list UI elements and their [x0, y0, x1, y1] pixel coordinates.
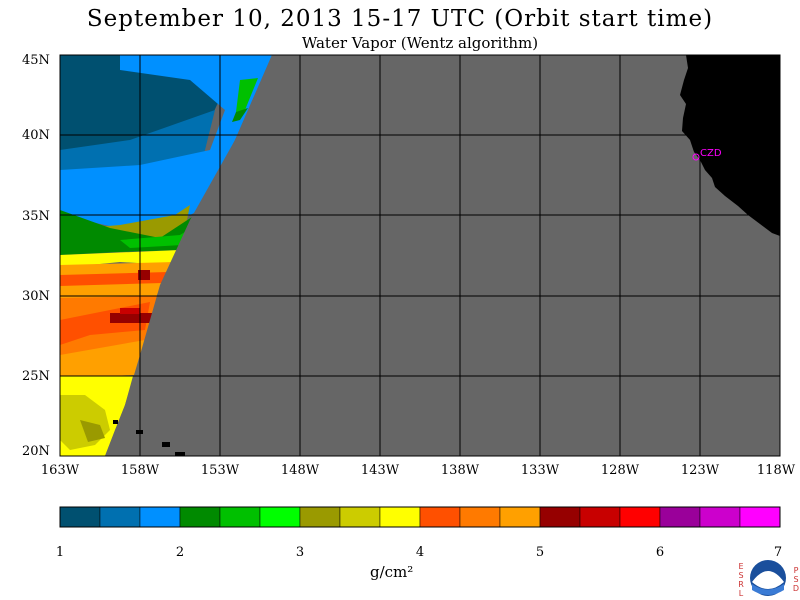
lon-label: 148W	[281, 463, 320, 478]
colorbar-swatch	[619, 506, 661, 528]
map-panel: CZD	[59, 54, 781, 457]
esrl-text: ESRL	[738, 562, 744, 598]
map-title: September 10, 2013 15-17 UTC (Orbit star…	[86, 6, 714, 32]
colorbar-swatch	[659, 506, 701, 528]
lon-label: 128W	[601, 463, 640, 478]
colorbar-tick-label: 5	[536, 545, 544, 560]
map-subtitle: Water Vapor (Wentz algorithm)	[301, 34, 539, 52]
lon-labels: 163W 158W 153W 148W 143W 138W 133W 128W …	[41, 463, 796, 478]
colorbar-swatch	[59, 506, 101, 528]
lat-label: 20N	[22, 444, 50, 459]
colorbar-swatch	[739, 506, 781, 528]
colorbar-swatch	[299, 506, 341, 528]
colorbar-swatch	[419, 506, 461, 528]
colorbar-swatch	[699, 506, 741, 528]
lon-label: 143W	[361, 463, 400, 478]
colorbar-frame	[59, 506, 781, 528]
colorbar-swatch	[379, 506, 421, 528]
colorbar	[59, 506, 781, 528]
north-america-land	[680, 55, 780, 236]
colorbar-tick-label: 6	[656, 545, 664, 560]
lat-label: 30N	[22, 289, 50, 304]
lat-lon-grid	[60, 55, 780, 456]
colorbar-swatch	[179, 506, 221, 528]
lat-label: 25N	[22, 369, 50, 384]
lat-labels: 45N 40N 35N 30N 25N 20N	[22, 53, 50, 459]
station-label: CZD	[700, 148, 722, 159]
colorbar-tick-label: 3	[296, 545, 304, 560]
lat-label: 45N	[22, 53, 50, 68]
colorbar-swatch	[259, 506, 301, 528]
lon-label: 138W	[441, 463, 480, 478]
colorbar-swatch	[579, 506, 621, 528]
colorbar-ticks: 1 2 3 4 5 6 7	[56, 545, 782, 560]
colorbar-swatch	[99, 506, 141, 528]
colorbar-tick-label: 1	[56, 545, 64, 560]
psd-text: PSD	[792, 566, 800, 593]
lat-label: 35N	[22, 209, 50, 224]
colorbar-tick-label: 2	[176, 545, 184, 560]
colorbar-units: g/cm²	[370, 563, 414, 581]
colorbar-tick-label: 7	[774, 545, 782, 560]
data-swath	[60, 55, 780, 456]
lon-label: 133W	[521, 463, 560, 478]
lon-label: 158W	[121, 463, 160, 478]
colorbar-tick-label: 4	[416, 545, 424, 560]
map-frame	[59, 54, 781, 457]
colorbar-swatch	[539, 506, 581, 528]
colorbar-swatch	[339, 506, 381, 528]
lon-label: 153W	[201, 463, 240, 478]
noaa-logo	[750, 560, 786, 596]
colorbar-swatch	[219, 506, 261, 528]
lat-label: 40N	[22, 128, 50, 143]
colorbar-swatch	[459, 506, 501, 528]
lon-label: 163W	[41, 463, 80, 478]
colorbar-swatch	[499, 506, 541, 528]
lon-label: 123W	[681, 463, 720, 478]
lon-label: 118W	[757, 463, 796, 478]
colorbar-swatch	[139, 506, 181, 528]
station-marker: CZD	[692, 148, 722, 161]
